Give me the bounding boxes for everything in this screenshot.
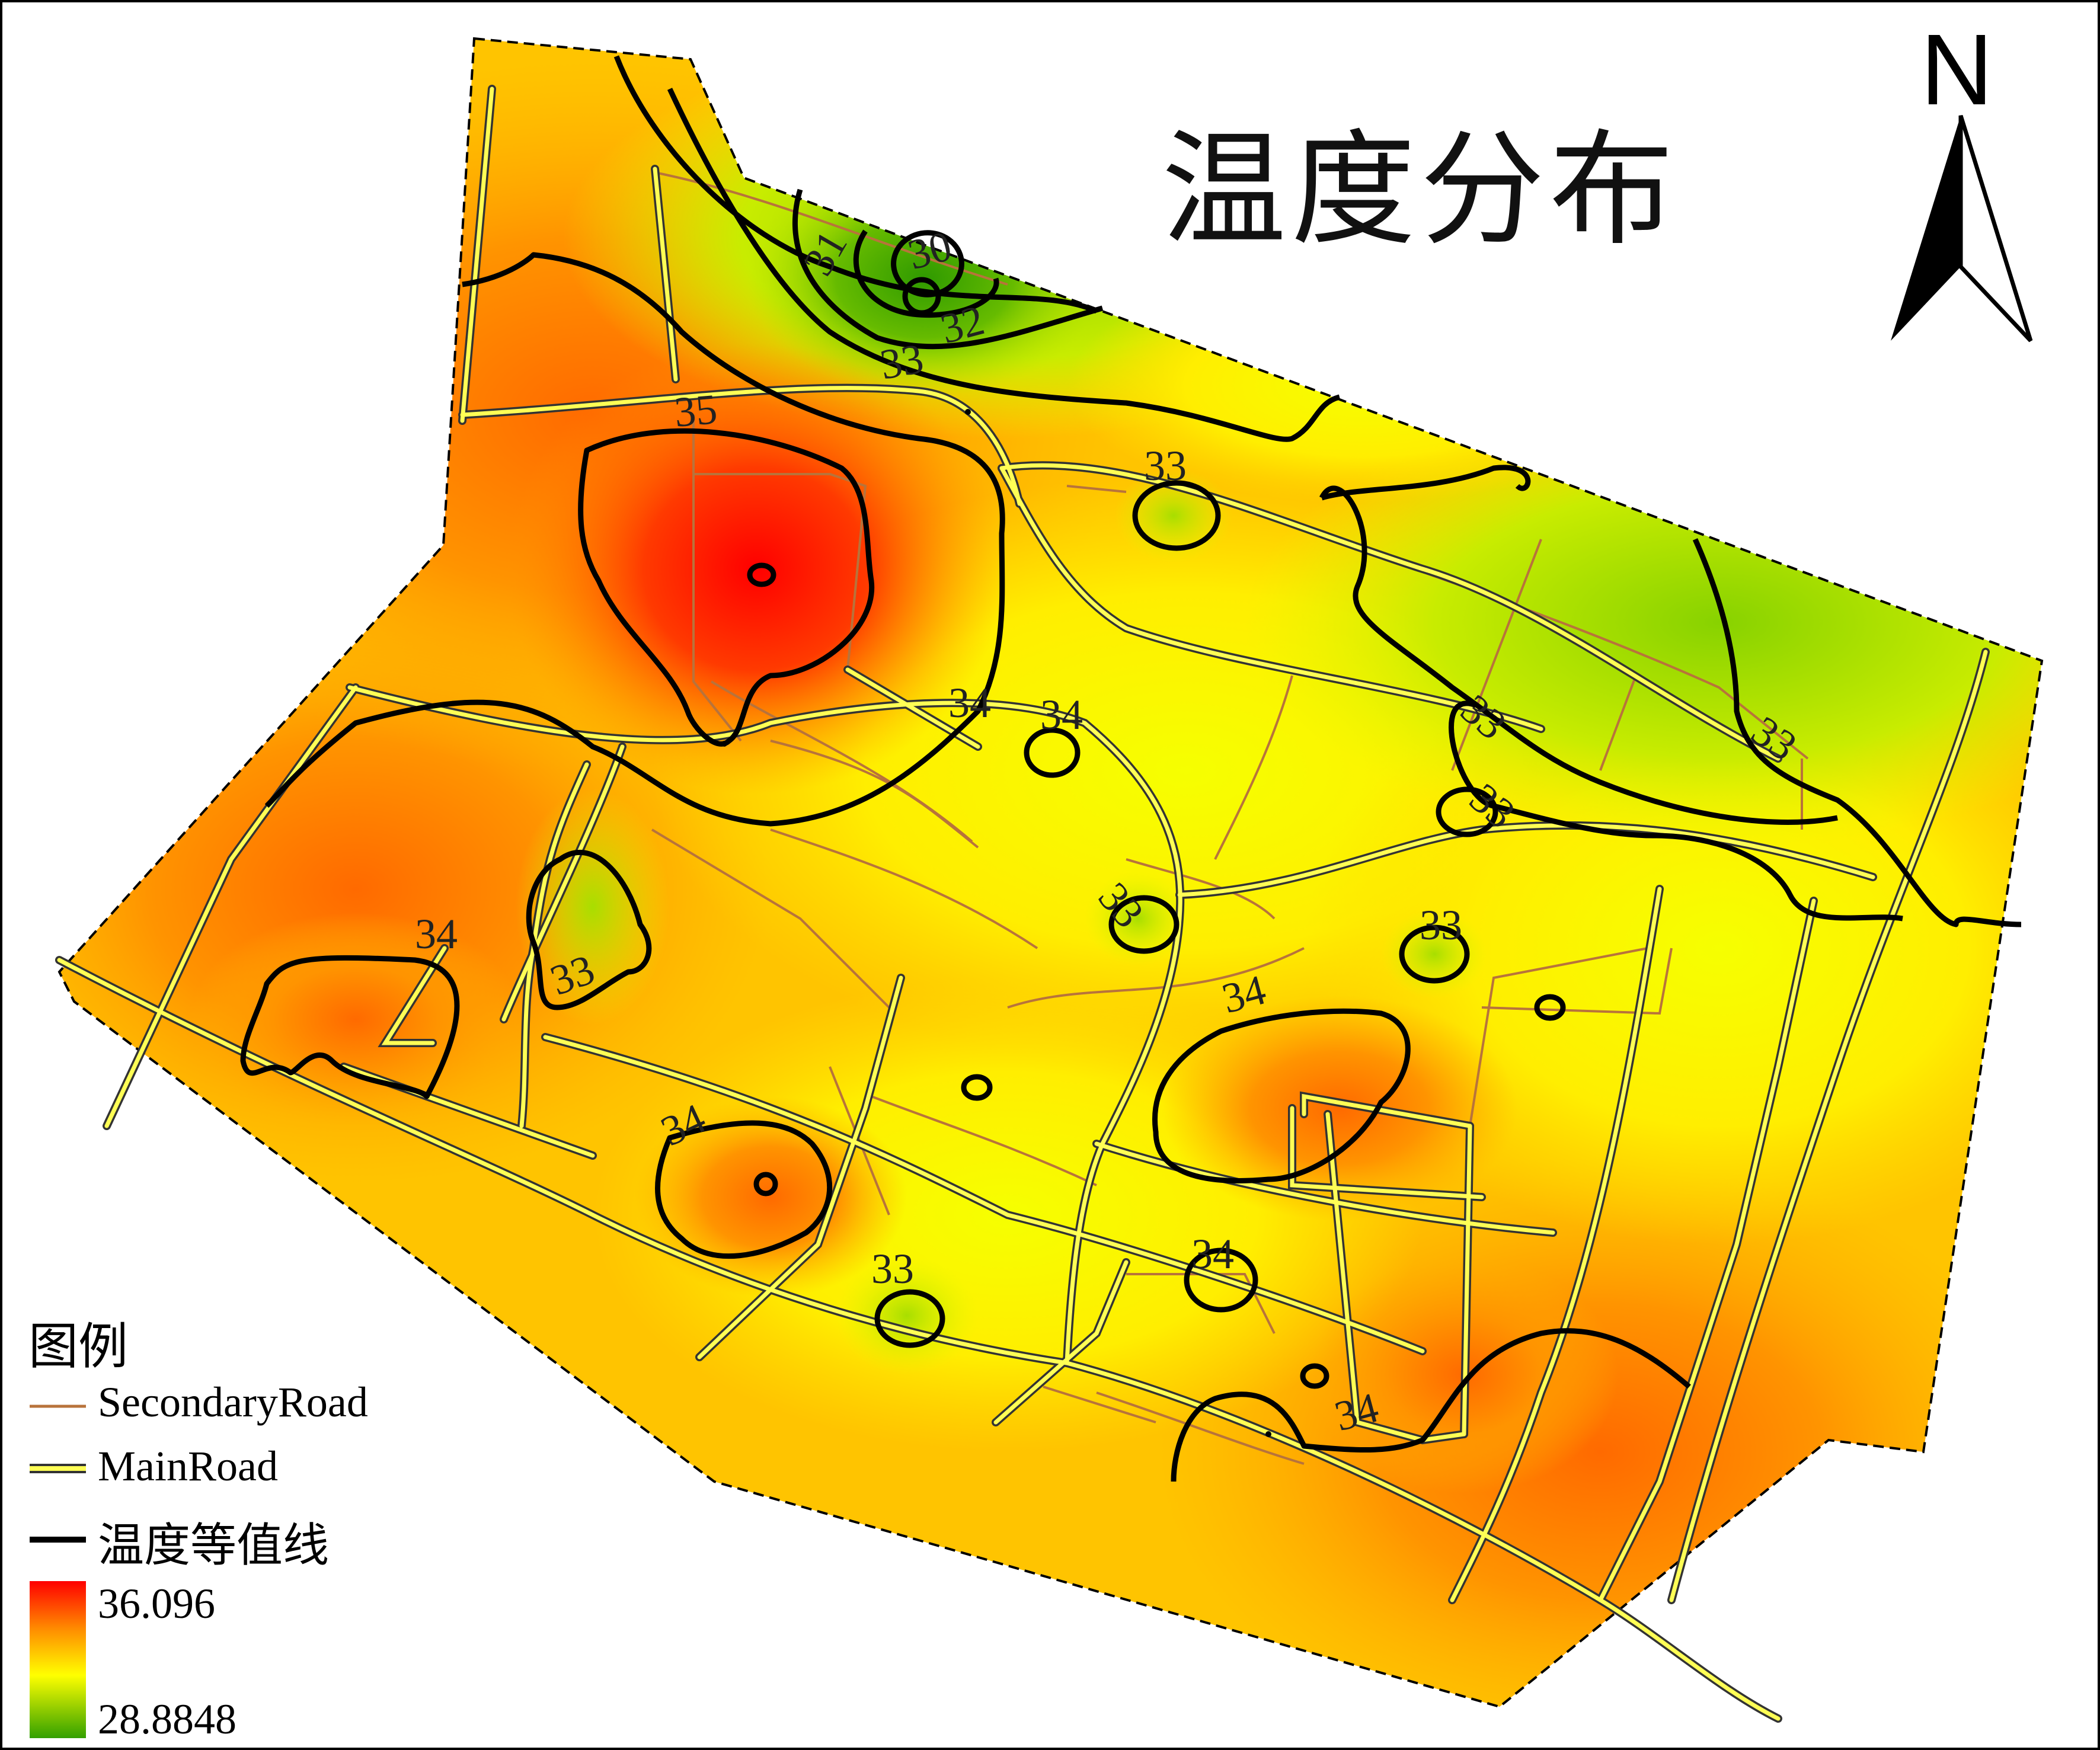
isotherm-contours xyxy=(240,55,2022,1482)
map-title: 温度分布 xyxy=(1162,117,1679,263)
contour-label: 34 xyxy=(948,679,991,727)
north-letter: N xyxy=(1920,14,1993,126)
contour-label: 35 xyxy=(672,385,719,436)
study-area-boundary xyxy=(57,37,2044,1709)
legend-title: 图例 xyxy=(28,1317,129,1375)
legend-color-ramp xyxy=(30,1581,86,1738)
legend-symbols xyxy=(30,1405,86,1738)
contour-label: 34 xyxy=(1191,1230,1234,1278)
legend-main-road-label: MainRoad xyxy=(98,1442,278,1490)
contour-label: 33 xyxy=(871,1245,914,1292)
legend-min-value: 28.8848 xyxy=(98,1695,236,1743)
contour-label: 33 xyxy=(1420,901,1462,949)
legend-isotherm-label: 温度等值线 xyxy=(98,1519,330,1572)
contour-label: 34 xyxy=(415,910,458,958)
contour-label: 34 xyxy=(1040,691,1083,738)
legend-max-value: 36.096 xyxy=(98,1580,215,1627)
legend-secondary-road-label: SecondaryRoad xyxy=(98,1378,368,1426)
secondary-roads xyxy=(651,171,1809,1465)
north-arrow-icon xyxy=(1891,114,2033,343)
sample-points xyxy=(721,409,1271,1437)
contour-label: 33 xyxy=(1144,442,1187,490)
contour-label: 33 xyxy=(877,334,927,388)
